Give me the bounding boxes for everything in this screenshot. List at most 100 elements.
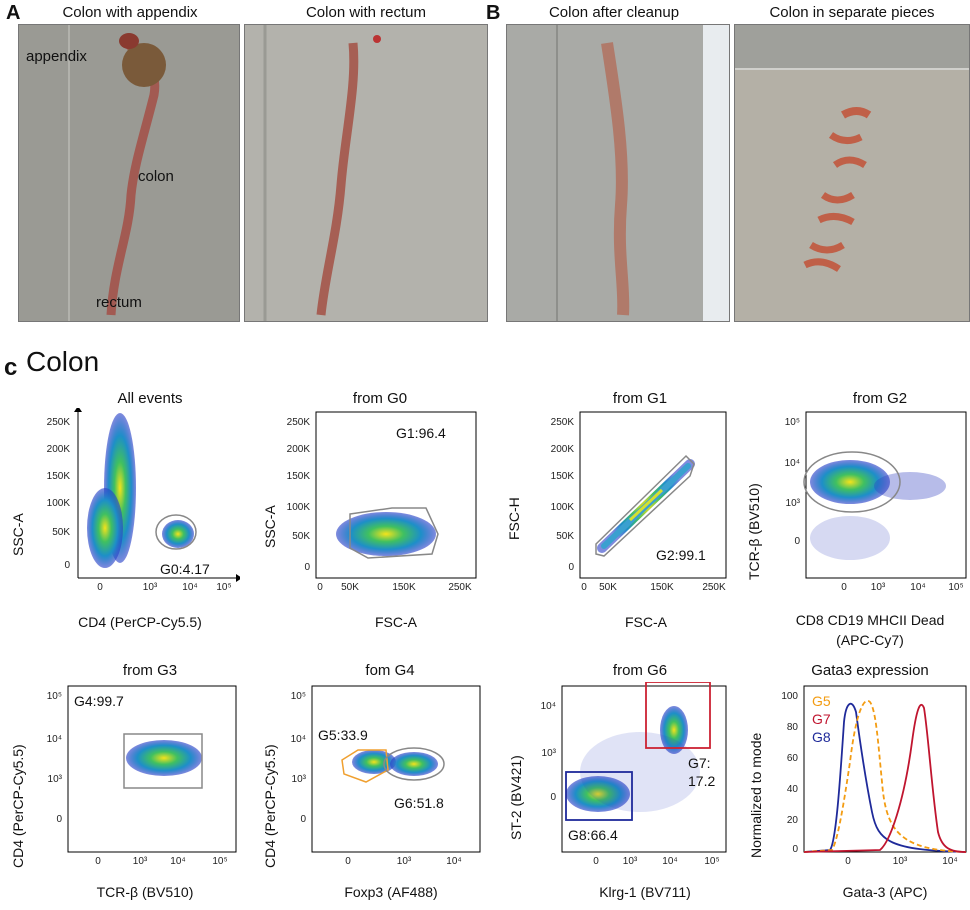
- g8-histogram-line: [803, 702, 967, 853]
- plot3-xlabel: FSC-A: [625, 614, 667, 630]
- photo-title-cleanup: Colon after cleanup: [548, 4, 680, 21]
- p7-ytick: 10⁴: [541, 701, 556, 712]
- p4-xtick: 10⁴: [910, 582, 925, 593]
- panel-c-title: Colon: [26, 346, 100, 377]
- p7-ytick: 10³: [542, 748, 557, 759]
- p6-ytick: 10⁴: [291, 734, 306, 745]
- p6-xtick: 10³: [397, 856, 412, 867]
- p3-ytick: 50K: [556, 531, 574, 542]
- p3-xtick: 0: [581, 582, 587, 593]
- plot5-canvas: G4:99.7 10⁵ 10⁴ 10³ 0 0 10³ 10⁴ 10⁵: [47, 685, 237, 867]
- p2-ytick: 150K: [287, 471, 311, 482]
- plot6-xlabel: Foxp3 (AF488): [344, 884, 438, 900]
- p7-xtick: 10⁴: [662, 856, 677, 867]
- p2-ytick: 0: [304, 562, 310, 573]
- plot7-title: from G6: [612, 662, 668, 679]
- p8-ytick: 40: [787, 784, 799, 795]
- photo-colon-after-cleanup: [506, 24, 730, 322]
- p4-ytick: 10⁴: [785, 458, 800, 469]
- p1-xtick: 0: [97, 582, 103, 593]
- p7-xtick: 10³: [623, 856, 638, 867]
- label-rectum: rectum: [96, 294, 142, 311]
- p2-xtick: 50K: [341, 582, 359, 593]
- p2-ytick: 250K: [287, 417, 311, 428]
- p3-xtick: 50K: [599, 582, 617, 593]
- plot6-ylabel: CD4 (PerCP-Cy5.5): [262, 744, 278, 868]
- p7-ytick: 0: [550, 792, 556, 803]
- p3-gate-label: G2:99.1: [656, 547, 706, 563]
- p4-xtick: 10⁵: [948, 582, 963, 593]
- p5-xtick: 10³: [133, 856, 148, 867]
- photo-title-rectum: Colon with rectum: [305, 4, 427, 21]
- p4-xtick: 10³: [871, 582, 886, 593]
- panel-c-letter: c: [4, 354, 18, 381]
- p3-ytick: 200K: [551, 444, 575, 455]
- p5-ytick: 0: [56, 814, 62, 825]
- plot3-ylabel: FSC-H: [506, 497, 522, 540]
- p5-gate-label: G4:99.7: [74, 693, 124, 709]
- p8-xtick: 10³: [893, 856, 908, 867]
- p1-xtick: 10⁴: [182, 582, 197, 593]
- p3-ytick: 100K: [551, 502, 575, 513]
- p6-ytick: 10⁵: [291, 691, 306, 702]
- p3-ytick: 150K: [551, 471, 575, 482]
- p3-ytick: 250K: [551, 417, 575, 428]
- p8-ytick: 0: [792, 844, 798, 855]
- p7-xtick: 0: [593, 856, 599, 867]
- p5-ytick: 10⁵: [47, 691, 62, 702]
- p8-ytick: 80: [787, 722, 799, 733]
- plot8-title: Gata3 expression: [811, 662, 929, 679]
- plot4-ylabel: TCR-β (BV510): [746, 483, 762, 580]
- panel-a-letter: A: [6, 2, 21, 24]
- p5-ytick: 10⁴: [47, 734, 62, 745]
- plot8-xlabel: Gata-3 (APC): [842, 884, 928, 900]
- legend-g7: G7: [812, 711, 831, 727]
- plot4-canvas: 10⁵ 10⁴ 10³ 0 0 10³ 10⁴ 10⁵: [785, 411, 967, 593]
- p6-gate-label-g5: G5:33.9: [318, 727, 368, 743]
- p2-xtick: 250K: [448, 582, 472, 593]
- p1-ytick: 100K: [47, 498, 71, 509]
- p5-xtick: 10⁴: [170, 856, 185, 867]
- p1-xtick: 10⁵: [216, 582, 231, 593]
- plot2-ylabel: SSC-A: [262, 505, 278, 548]
- p5-xtick: 0: [95, 856, 101, 867]
- p5-xtick: 10⁵: [212, 856, 227, 867]
- p2-xtick: 150K: [392, 582, 416, 593]
- plot4-xlabel: CD8 CD19 MHCII Dead: [795, 612, 945, 628]
- plot1-canvas: 250K 200K 150K 100K 50K 0 0 10³ 10⁴ 10⁵ …: [47, 408, 240, 593]
- plot7-ylabel: ST-2 (BV421): [508, 755, 524, 840]
- photo-title-appendix: Colon with appendix: [62, 4, 198, 21]
- p1-xtick: 10³: [143, 582, 158, 593]
- plot2-canvas: G1:96.4 250K 200K 150K 100K 50K 0 0 50K …: [287, 411, 477, 593]
- p8-xtick: 10⁴: [942, 856, 957, 867]
- plot1-xlabel: CD4 (PerCP-Cy5.5): [78, 614, 202, 630]
- p4-ytick: 10⁵: [785, 417, 800, 428]
- plot8-canvas: G5 G7 G8 100 80 60 40 20 0 0 10³ 10⁴: [781, 685, 967, 867]
- plot7-canvas: G7: 17.2 G8:66.4 10⁴ 10³ 0 0 10³ 10⁴ 10⁵: [541, 682, 727, 867]
- photo-title-pieces: Colon in separate pieces: [769, 4, 935, 21]
- p1-gate-label: G0:4.17: [160, 561, 210, 577]
- g7-histogram-line: [803, 703, 967, 853]
- p6-gate-label-g6: G6:51.8: [394, 795, 444, 811]
- p2-ytick: 50K: [292, 531, 310, 542]
- plot8-ylabel: Normalized to mode: [748, 732, 764, 858]
- p4-xtick: 0: [841, 582, 847, 593]
- p3-xtick: 250K: [702, 582, 726, 593]
- plot5-xlabel: TCR-β (BV510): [96, 884, 194, 900]
- p6-ytick: 0: [300, 814, 306, 825]
- plot2-title: from G0: [352, 390, 408, 407]
- plot1-title: All events: [117, 390, 183, 407]
- plot5-ylabel: CD4 (PerCP-Cy5.5): [10, 744, 26, 868]
- legend-g8: G8: [812, 729, 831, 745]
- p2-ytick: 100K: [287, 502, 311, 513]
- p6-xtick: 0: [345, 856, 351, 867]
- p2-ytick: 200K: [287, 444, 311, 455]
- p8-ytick: 60: [787, 753, 799, 764]
- p2-gate-label: G1:96.4: [396, 425, 446, 441]
- plot7-xlabel: Klrg-1 (BV711): [599, 884, 691, 900]
- legend-g5: G5: [812, 693, 831, 709]
- p3-ytick: 0: [568, 562, 574, 573]
- plot6-canvas: G5:33.9 G6:51.8 10⁵ 10⁴ 10³ 0 0 10³ 10⁴: [291, 685, 481, 867]
- photo-colon-with-appendix: [18, 24, 240, 322]
- p1-ytick: 0: [64, 560, 70, 571]
